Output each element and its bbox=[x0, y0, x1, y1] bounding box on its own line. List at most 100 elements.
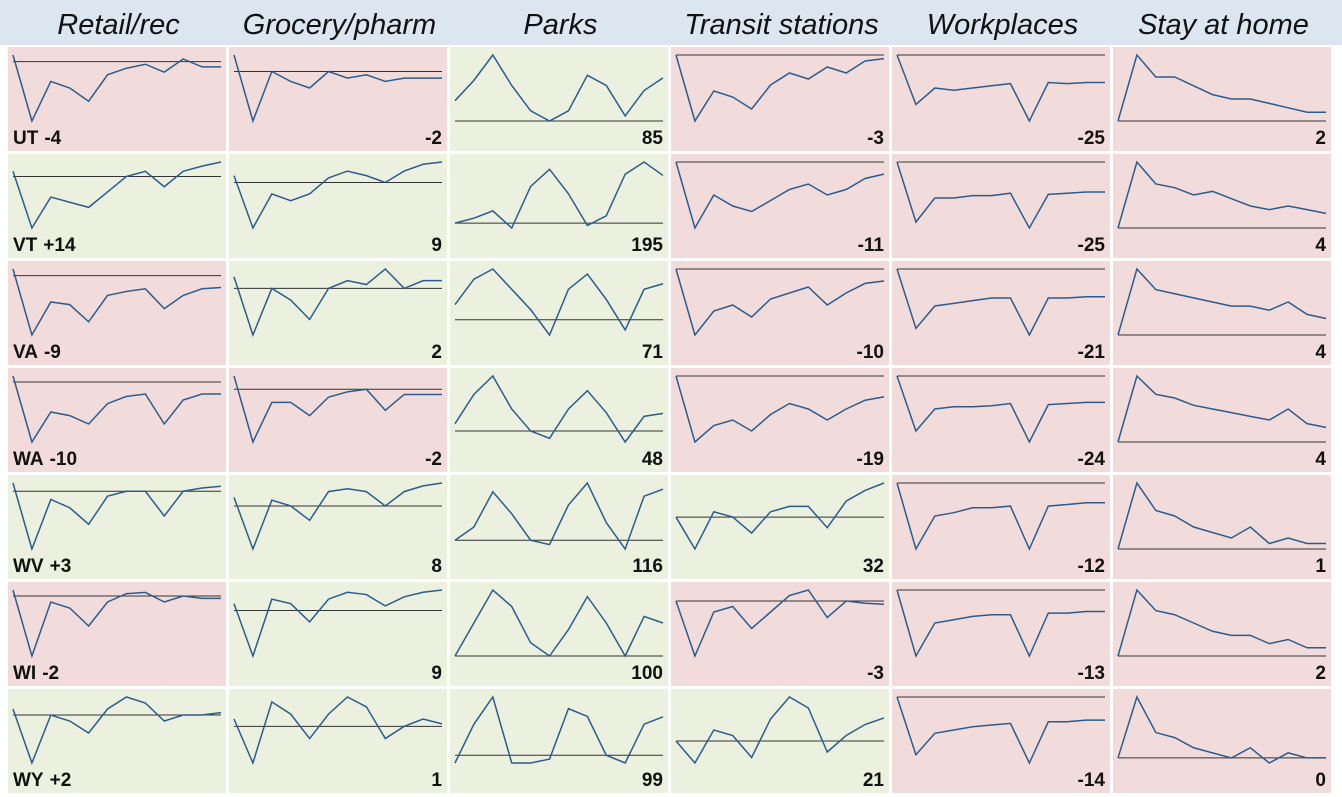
sparkline bbox=[675, 589, 885, 659]
sparkline bbox=[896, 375, 1105, 444]
sparkline bbox=[12, 482, 222, 552]
cell-bg bbox=[8, 261, 226, 365]
sparkline bbox=[12, 54, 221, 124]
value-label: 1 bbox=[431, 770, 442, 791]
cell-bg bbox=[1113, 689, 1331, 793]
value-label: -10 bbox=[50, 449, 77, 470]
value-label: 21 bbox=[863, 770, 885, 791]
value-label: -24 bbox=[1078, 449, 1106, 470]
value-label: 71 bbox=[642, 342, 664, 363]
value-label: 1 bbox=[1315, 556, 1326, 577]
sparkline bbox=[12, 696, 222, 766]
value-label: -3 bbox=[867, 663, 884, 684]
value-label: 195 bbox=[631, 235, 663, 256]
sparkline bbox=[896, 161, 1105, 230]
state-label: VT bbox=[13, 235, 38, 256]
value-label: 2 bbox=[1315, 663, 1326, 684]
cell-bg bbox=[671, 47, 889, 151]
cell-bg bbox=[8, 689, 226, 793]
sparkline bbox=[454, 481, 664, 551]
sparkline bbox=[675, 268, 885, 337]
sparkline bbox=[675, 375, 885, 444]
cell-bg bbox=[892, 368, 1110, 472]
column-header: Transit stations bbox=[684, 9, 878, 41]
value-label: 8 bbox=[431, 556, 442, 577]
value-label: -12 bbox=[1078, 556, 1105, 577]
value-label: -25 bbox=[1078, 128, 1106, 149]
value-label: +14 bbox=[43, 235, 76, 256]
sparkline bbox=[12, 375, 221, 444]
value-label: -21 bbox=[1078, 342, 1106, 363]
sparkline bbox=[233, 589, 443, 659]
sparkline bbox=[1117, 53, 1326, 122]
value-label: -3 bbox=[867, 128, 884, 149]
sparkline bbox=[675, 54, 885, 123]
value-label: 0 bbox=[1315, 770, 1326, 791]
value-label: 2 bbox=[1315, 128, 1326, 149]
sparkline bbox=[454, 588, 664, 658]
value-label: 4 bbox=[1315, 235, 1326, 256]
cell-bg bbox=[229, 582, 447, 686]
value-label: 2 bbox=[431, 342, 442, 363]
cell-bg bbox=[8, 47, 226, 151]
sparkline bbox=[896, 696, 1105, 765]
cell-bg bbox=[8, 368, 226, 472]
column-header: Parks bbox=[523, 9, 597, 41]
value-label: 48 bbox=[642, 449, 663, 470]
cell-bg bbox=[8, 475, 226, 579]
value-label: -2 bbox=[42, 663, 59, 684]
cell-bg bbox=[1113, 475, 1331, 579]
value-label: -4 bbox=[44, 128, 61, 149]
sparkline bbox=[233, 54, 442, 124]
cell-bg bbox=[229, 368, 447, 472]
sparkline bbox=[233, 375, 442, 445]
sparkline bbox=[12, 589, 221, 659]
value-label: 4 bbox=[1315, 342, 1326, 363]
sparkline bbox=[1117, 588, 1326, 657]
sparkline bbox=[675, 482, 885, 551]
sparkline bbox=[1117, 374, 1327, 443]
state-label: WV bbox=[13, 556, 44, 577]
sparkline bbox=[896, 482, 1105, 551]
value-label: 116 bbox=[632, 556, 663, 577]
cell-bg bbox=[1113, 368, 1331, 472]
value-label: 85 bbox=[642, 128, 664, 149]
cell-bg bbox=[229, 154, 447, 258]
column-header: Retail/rec bbox=[57, 9, 180, 41]
column-header: Stay at home bbox=[1138, 9, 1309, 41]
sparkline bbox=[454, 53, 664, 122]
state-label: WI bbox=[13, 663, 36, 684]
cell-bg bbox=[229, 475, 447, 579]
cell-bg bbox=[450, 368, 668, 472]
sparkline bbox=[233, 267, 442, 338]
column-header: Grocery/pharm bbox=[243, 9, 436, 41]
cell-bg bbox=[671, 368, 889, 472]
sparkline bbox=[12, 161, 222, 230]
header-band bbox=[0, 0, 1342, 45]
sparkline bbox=[233, 482, 443, 552]
cell-bg bbox=[8, 582, 226, 686]
cell-bg bbox=[450, 582, 668, 686]
cell-bg bbox=[671, 475, 889, 579]
cell-bg bbox=[892, 47, 1110, 151]
cell-bg bbox=[1113, 154, 1331, 258]
cell-bg bbox=[450, 47, 668, 151]
value-label: -2 bbox=[425, 449, 442, 470]
cell-bg bbox=[671, 261, 889, 365]
value-label: -19 bbox=[857, 449, 884, 470]
sparkline bbox=[233, 696, 443, 766]
value-label: 99 bbox=[642, 770, 663, 791]
state-label: WY bbox=[13, 770, 44, 791]
cell-bg bbox=[450, 154, 668, 258]
value-label: 100 bbox=[631, 663, 663, 684]
cell-bg bbox=[671, 582, 889, 686]
value-label: 9 bbox=[431, 235, 442, 256]
sparkline bbox=[233, 161, 443, 230]
sparkline bbox=[896, 54, 1105, 123]
sparkline bbox=[1117, 695, 1326, 764]
cell-bg bbox=[8, 154, 226, 258]
cell-bg bbox=[1113, 47, 1331, 151]
value-label: -11 bbox=[858, 235, 885, 256]
value-label: 4 bbox=[1315, 449, 1326, 470]
